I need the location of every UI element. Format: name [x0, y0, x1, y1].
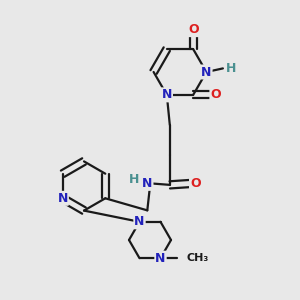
Text: H: H [226, 62, 236, 75]
Text: O: O [190, 177, 201, 190]
Text: N: N [162, 88, 172, 101]
Text: H: H [129, 173, 139, 186]
Text: O: O [210, 88, 221, 101]
Text: N: N [134, 215, 145, 228]
Text: N: N [201, 65, 212, 79]
Text: N: N [58, 192, 68, 205]
Text: N: N [155, 252, 166, 265]
Text: N: N [142, 177, 152, 190]
Text: CH₃: CH₃ [187, 253, 209, 263]
Text: O: O [188, 23, 199, 36]
